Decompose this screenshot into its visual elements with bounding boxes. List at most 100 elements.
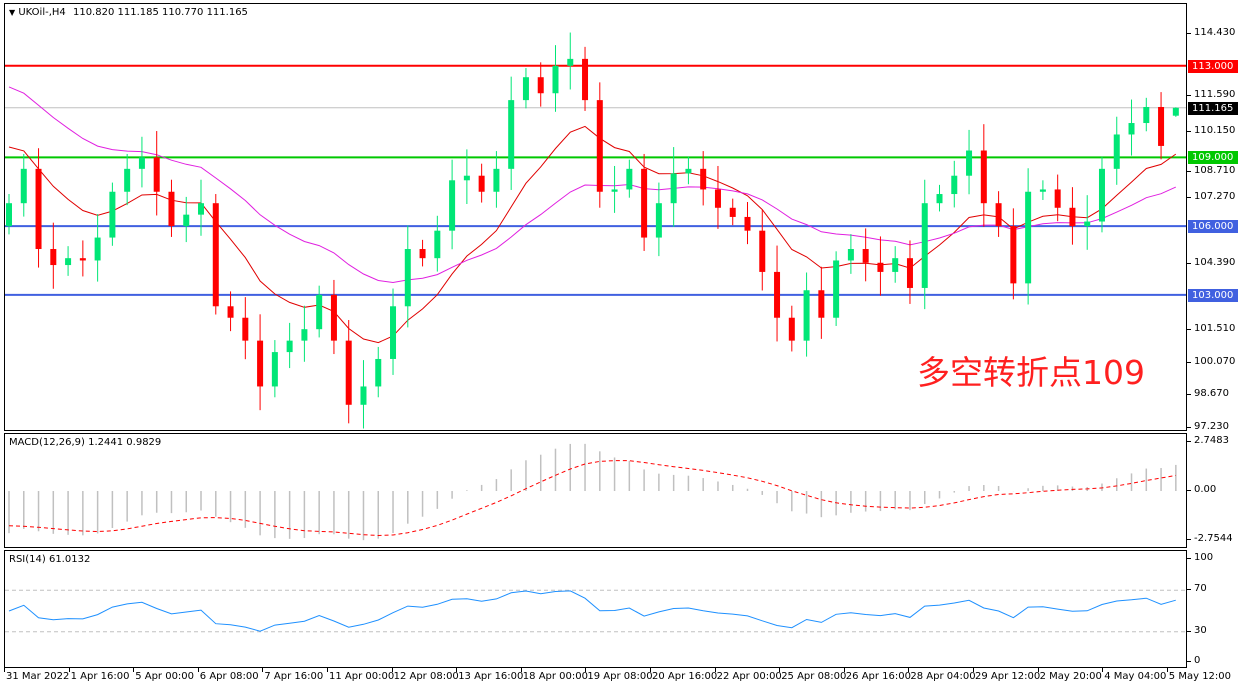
price-tick-label: 104.390 (1186, 257, 1235, 269)
slow-moving-average-line (8, 86, 1177, 284)
candle-body (729, 207, 736, 217)
time-tick-label: 1 Apr 16:00 (68, 667, 130, 682)
time-axis[interactable]: 31 Mar 2022 1 Apr 16:00 5 Apr 00:00 6 Apr 0… (3, 667, 1231, 692)
price-chart-panel[interactable]: ▼ UKOil-,H4 110.820 111.185 110.770 111.… (4, 3, 1187, 431)
time-tick-label: 4 May 04:00 (1102, 667, 1167, 682)
candle-body (35, 168, 42, 250)
macd-tick-label: 0.00 (1186, 484, 1216, 496)
candle-body (522, 77, 529, 101)
candle-body (714, 189, 721, 208)
chart-title: ▼ UKOil-,H4 110.820 111.185 110.770 111.… (9, 7, 248, 18)
price-tick-label: 108.710 (1186, 165, 1236, 177)
rsi-tick-label: 70 (1187, 583, 1207, 595)
candle-body (966, 150, 973, 176)
candle-body (833, 260, 840, 318)
annotation-text: 多空转折点109 (917, 353, 1145, 392)
candle-body (685, 168, 692, 174)
price-tick-label: 97.230 (1187, 421, 1229, 433)
candle-body (434, 230, 441, 259)
time-tick-label: 5 Apr 00:00 (133, 667, 195, 682)
candlestick-chart (5, 32, 1186, 429)
ohlc-values: 110.820 111.185 110.770 111.165 (72, 7, 248, 18)
level-price-tag[interactable]: 106.000 (1188, 220, 1238, 234)
time-tick-label: 20 Apr 16:00 (649, 667, 718, 682)
current-price-tag: 111.165 (1188, 101, 1238, 115)
macd-chart (8, 443, 1177, 541)
candle-body (877, 262, 884, 272)
price-tick-text: 100.070 (1194, 355, 1236, 367)
candle-body (1025, 191, 1032, 284)
candle-body (774, 271, 781, 318)
time-tick-label: 22 Apr 00:00 (714, 667, 782, 682)
candle-body (345, 340, 352, 405)
candle-body (611, 189, 618, 192)
rsi-line (8, 590, 1176, 632)
candle-body (198, 203, 205, 215)
candle-body (1172, 107, 1179, 116)
price-tick-text: 98.670 (1194, 388, 1229, 399)
candle-body (906, 258, 913, 288)
candle-body (375, 358, 382, 387)
candle-body (404, 249, 411, 307)
rsi-tick-text: 30 (1194, 624, 1207, 636)
candle-body (670, 173, 677, 204)
candle-body (862, 249, 869, 263)
candle-body (700, 168, 707, 190)
macd-tick-label: 2.7483 (1187, 435, 1229, 447)
candle-body (493, 168, 500, 192)
candle-body (655, 203, 662, 238)
candle-body (212, 203, 219, 307)
price-tick-label: 100.070 (1186, 355, 1236, 368)
time-tick-label: 12 Apr 08:00 (391, 667, 459, 682)
candle-body (449, 180, 456, 231)
candle-body (936, 194, 943, 204)
rsi-title: RSI(14) 61.0132 (9, 554, 91, 565)
price-tick-text: 107.270 (1194, 191, 1236, 202)
candle-body (552, 65, 559, 94)
time-tick-label: 2 May 20:00 (1037, 667, 1102, 682)
time-tick-label: 5 May 12:00 (1166, 667, 1232, 682)
macd-panel[interactable]: MACD(12,26,9) 1.2441 0.9829 (4, 433, 1187, 548)
candle-body (94, 237, 101, 261)
candle-body (1098, 168, 1105, 222)
rsi-panel[interactable]: RSI(14) 61.0132 (4, 550, 1187, 668)
price-tick-text: 108.710 (1194, 165, 1236, 177)
candle-body (803, 290, 810, 341)
candle-body (330, 294, 337, 341)
candle-body (124, 168, 131, 192)
time-tick-label: 26 Apr 16:00 (843, 667, 911, 682)
level-price-tag[interactable]: 103.000 (1188, 288, 1238, 302)
candle-body (596, 100, 603, 192)
candle-body (582, 58, 589, 101)
price-tick-text: 110.150 (1194, 125, 1236, 137)
price-tick-label: 111.590 (1186, 89, 1235, 101)
candle-body (1069, 207, 1076, 227)
candle-body (138, 157, 145, 169)
candle-body (537, 77, 544, 94)
level-price-tag[interactable]: 113.000 (1188, 59, 1238, 73)
macd-title: MACD(12,26,9) 1.2441 0.9829 (9, 437, 162, 448)
candle-body (921, 203, 928, 288)
time-tick-label: 7 Apr 16:00 (262, 667, 324, 682)
rsi-tick-text: 0 (1194, 655, 1201, 666)
rsi-tick-text: 70 (1194, 583, 1207, 595)
candle-body (183, 214, 190, 227)
candle-body (788, 317, 795, 341)
candle-body (50, 249, 57, 266)
rsi-tick-label: 100 (1186, 552, 1213, 564)
price-axis[interactable]: 114.430 111.590 110.150 108.710 107.270 104.3… (1186, 0, 1241, 433)
candle-body (995, 203, 1002, 227)
candle-body (508, 100, 515, 169)
candle-body (744, 216, 751, 231)
candle-body (257, 340, 264, 387)
candle-body (271, 352, 278, 387)
price-tick-text: 114.430 (1194, 27, 1236, 38)
candle-body (65, 258, 72, 266)
macd-axis: 2.7483 0.00 -2.7544 (1186, 433, 1241, 548)
candle-body (360, 386, 367, 405)
time-tick-label: 28 Apr 04:00 (908, 667, 976, 682)
triangle-down-icon[interactable]: ▼ (9, 8, 16, 17)
candle-body (1039, 189, 1046, 192)
candle-body (79, 258, 86, 261)
level-price-tag[interactable]: 109.000 (1188, 151, 1238, 165)
